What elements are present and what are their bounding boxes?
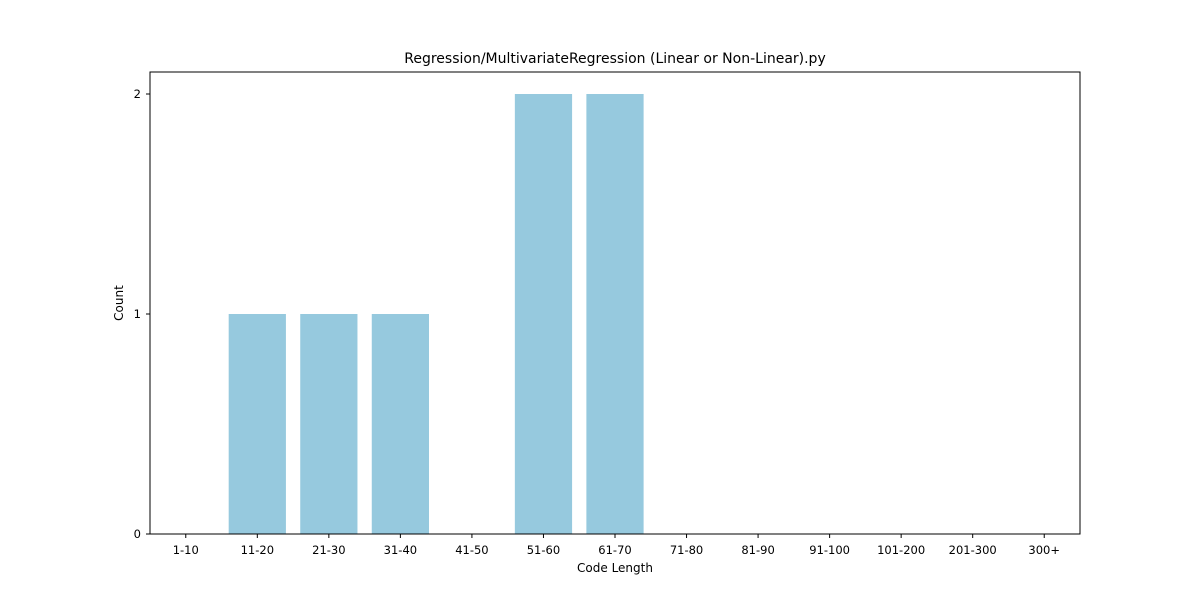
ticks-layer: 1-10 11-20 21-30 31-40 41-50 51-60 61-70 71-80 8… (134, 87, 1060, 557)
bars-layer (228, 94, 644, 534)
x-tick-label: 91-100 (809, 543, 850, 557)
bar-11-20 (228, 314, 286, 534)
x-tick-label: 1-10 (173, 543, 199, 557)
x-tick-label: 71-80 (670, 543, 703, 557)
x-tick-label: 101-200 (877, 543, 925, 557)
y-axis-label: Count (112, 285, 126, 321)
plot-frame (149, 71, 1081, 535)
x-tick-label: 81-90 (741, 543, 774, 557)
x-axis-label: Code Length (577, 561, 653, 575)
x-tick-label: 31-40 (384, 543, 417, 557)
x-tick-label: 300+ (1028, 543, 1060, 557)
x-tick-label: 41-50 (455, 543, 488, 557)
x-tick-label: 11-20 (241, 543, 274, 557)
bar-21-30 (300, 314, 358, 534)
y-tick-label: 2 (134, 87, 141, 101)
x-tick-label: 61-70 (598, 543, 631, 557)
y-tick-label: 1 (134, 307, 141, 321)
bar-61-70 (586, 94, 644, 534)
x-tick-label: 201-300 (949, 543, 997, 557)
bar-31-40 (371, 314, 429, 534)
chart-title: Regression/MultivariateRegression (Linea… (404, 51, 825, 67)
x-tick-label: 21-30 (312, 543, 345, 557)
y-tick-label: 0 (134, 527, 141, 541)
bar-51-60 (514, 94, 573, 534)
x-tick-label: 51-60 (527, 543, 560, 557)
